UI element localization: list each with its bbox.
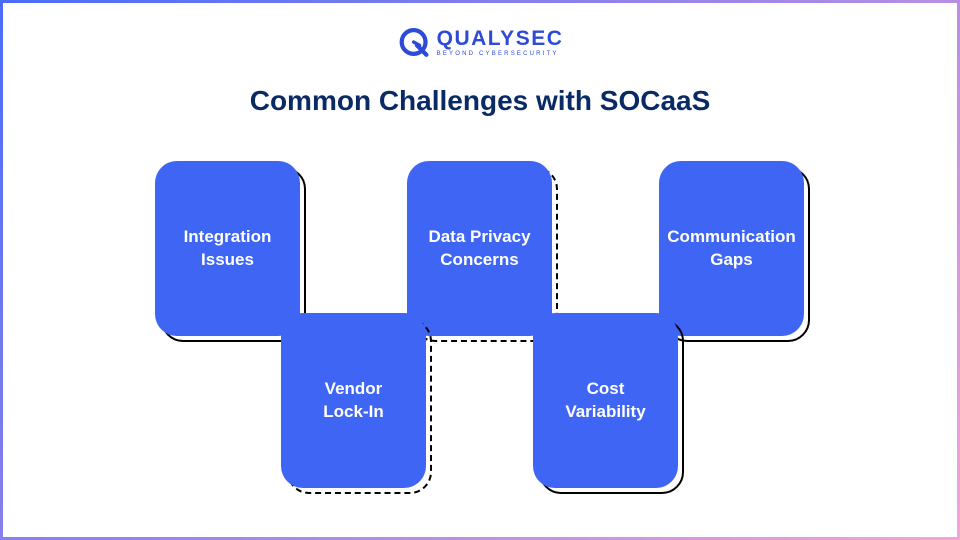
challenge-card: CommunicationGaps [659,161,804,336]
logo-name: QUALYSEC [437,28,564,49]
card-label: CostVariability [565,378,645,424]
infographic-canvas: QUALYSEC BEYOND CYBERSECURITY Common Cha… [3,3,957,537]
logo-tagline: BEYOND CYBERSECURITY [437,51,564,57]
card-label: VendorLock-In [323,378,383,424]
card-body: CostVariability [533,313,678,488]
card-body: IntegrationIssues [155,161,300,336]
card-label: Data PrivacyConcerns [428,226,530,272]
card-label: CommunicationGaps [667,226,795,272]
card-body: CommunicationGaps [659,161,804,336]
card-body: Data PrivacyConcerns [407,161,552,336]
page-title: Common Challenges with SOCaaS [3,85,957,117]
challenge-card: IntegrationIssues [155,161,300,336]
logo-q-icon [397,25,431,59]
brand-logo: QUALYSEC BEYOND CYBERSECURITY [397,25,564,59]
challenge-card: CostVariability [533,313,678,488]
challenge-card: VendorLock-In [281,313,426,488]
card-label: IntegrationIssues [184,226,272,272]
challenge-card: Data PrivacyConcerns [407,161,552,336]
card-body: VendorLock-In [281,313,426,488]
